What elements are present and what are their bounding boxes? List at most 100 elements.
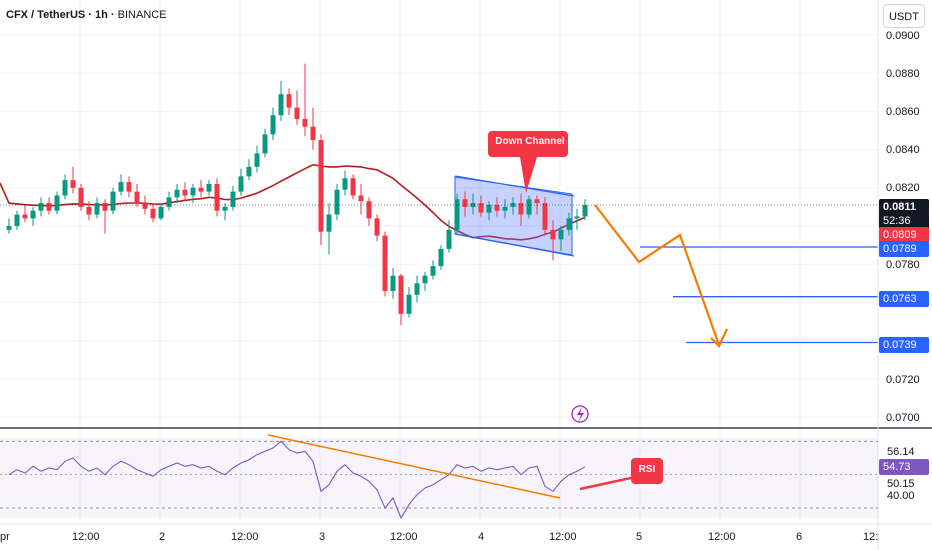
candle-body [70, 180, 76, 188]
candle-body [574, 216, 580, 219]
price-tick: 0.0720 [886, 374, 920, 386]
candle-body [582, 204, 588, 217]
time-tick: pr [0, 531, 10, 543]
candle-body [526, 199, 532, 215]
ma-value-tag: 0.0809 [879, 227, 929, 243]
candle-body [286, 94, 292, 108]
candle-body [38, 203, 44, 211]
candle-body [126, 182, 132, 192]
candle-body [462, 199, 468, 207]
candle-body [438, 248, 444, 267]
rsi-callout-box [631, 458, 663, 484]
level-tag: 0.0789 [879, 241, 929, 257]
candle-body [478, 203, 484, 213]
candle-body [518, 203, 524, 215]
candle-body [54, 195, 60, 211]
level-tag: 0.0763 [879, 291, 929, 307]
candle-body [174, 189, 180, 198]
time-tick: 6 [796, 531, 803, 543]
candle-body [158, 206, 164, 219]
candle-body [414, 283, 420, 295]
candle-body [558, 229, 564, 240]
rsi-tick: 40.00 [887, 490, 915, 502]
candle-body [430, 266, 436, 276]
candle-body [334, 189, 340, 215]
candle-body [166, 197, 172, 207]
candle-body [22, 214, 28, 219]
candle-body [262, 134, 268, 154]
candle-body [358, 195, 364, 202]
time-tick: 2 [159, 531, 166, 543]
chart-grid [0, 0, 878, 524]
candle-body [454, 199, 460, 230]
price-tick: 0.0880 [886, 68, 920, 80]
down-channel-label: Down Channel [495, 136, 565, 147]
exchange-name: BINANCE [117, 9, 167, 21]
down-channel-shape [454, 176, 573, 256]
candle-body [30, 210, 36, 219]
currency-unit-button[interactable]: USDT [883, 4, 925, 28]
candle-body [486, 204, 492, 213]
candle-body [534, 199, 540, 204]
candle-body [198, 187, 204, 192]
candle-body [278, 94, 284, 116]
candle-body [182, 189, 188, 196]
level-tag: 0.0739 [879, 337, 929, 353]
candle-body [342, 178, 348, 190]
projection-path [594, 204, 721, 346]
rsi-tick: 50.15 [887, 478, 915, 490]
support-levels [640, 246, 878, 344]
price-tick: 0.0900 [886, 30, 920, 42]
projection-arrowhead [710, 328, 728, 348]
candle-body [382, 235, 388, 291]
symbol-title: CFX / TetherUS · 1h · [6, 9, 115, 21]
time-tick: 4 [478, 531, 485, 543]
candle-body [294, 107, 300, 120]
candle-body [398, 275, 404, 314]
symbol-header: CFX / TetherUS · 1h · BINANCE [6, 9, 167, 21]
candle-body [390, 275, 396, 291]
candle-body [270, 115, 276, 135]
candle-body [150, 208, 156, 219]
price-tick: 0.0780 [886, 259, 920, 271]
rsi-line [8, 440, 586, 520]
candle-body [326, 214, 332, 232]
candle-body [406, 294, 412, 314]
candle-body [110, 191, 116, 211]
candle-body [214, 183, 220, 211]
candle-body [222, 206, 228, 211]
time-tick: 5 [636, 531, 643, 543]
down-channel-callout [488, 131, 568, 193]
candle-body [550, 229, 556, 240]
candle-body [366, 201, 372, 219]
candle-body [86, 206, 92, 215]
candle-body [422, 275, 428, 284]
price-tick: 0.0820 [886, 182, 920, 194]
candle-body [566, 218, 572, 230]
candle-body [446, 229, 452, 249]
rsi-divergence-line [267, 434, 561, 499]
time-tick: 3 [319, 531, 326, 543]
bar-countdown-tag: 52:36 [879, 213, 929, 229]
rsi-current-tag: 54.73 [879, 459, 929, 475]
candle-body [14, 214, 20, 226]
candle-body [6, 226, 12, 230]
candle-body [470, 203, 476, 207]
rsi-tick: 56.14 [887, 446, 915, 458]
candle-body [254, 153, 260, 167]
time-tick: 12:00 [708, 531, 736, 543]
candle-body [142, 203, 148, 209]
rsi-label: RSI [638, 464, 656, 475]
channel-lower-line [454, 233, 575, 257]
time-tick: 12:00 [549, 531, 577, 543]
candles-group [6, 63, 588, 326]
candle-body [350, 178, 356, 196]
candle-body [310, 126, 316, 141]
time-tick: 12:00 [390, 531, 418, 543]
candle-body [502, 206, 508, 211]
time-tick: 12:00 [231, 531, 259, 543]
candle-body [206, 183, 212, 192]
price-tick: 0.0860 [886, 106, 920, 118]
candle-body [102, 203, 108, 211]
